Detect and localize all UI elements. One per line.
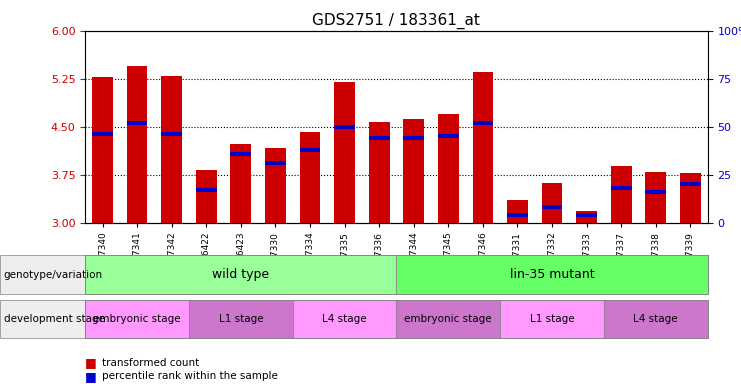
Bar <box>473 121 494 125</box>
Bar <box>542 183 562 223</box>
Bar <box>369 136 390 140</box>
Text: percentile rank within the sample: percentile rank within the sample <box>102 371 277 381</box>
Bar <box>645 172 666 223</box>
Bar <box>162 76 182 223</box>
Bar <box>680 173 701 223</box>
Bar <box>334 125 355 129</box>
Bar <box>611 166 631 223</box>
Bar <box>507 213 528 217</box>
Bar <box>403 136 424 140</box>
Text: L4 stage: L4 stage <box>634 314 678 324</box>
Bar <box>230 144 251 223</box>
Text: L1 stage: L1 stage <box>530 314 574 324</box>
Bar <box>334 82 355 223</box>
Text: transformed count: transformed count <box>102 358 199 368</box>
Bar <box>127 66 147 223</box>
Bar <box>507 200 528 223</box>
Bar <box>576 211 597 223</box>
Text: L4 stage: L4 stage <box>322 314 367 324</box>
Bar <box>230 152 251 156</box>
Bar <box>299 132 320 223</box>
Bar <box>196 188 216 192</box>
Bar <box>611 186 631 190</box>
Title: GDS2751 / 183361_at: GDS2751 / 183361_at <box>313 13 480 29</box>
Bar <box>542 205 562 209</box>
Text: embryonic stage: embryonic stage <box>405 314 492 324</box>
Text: embryonic stage: embryonic stage <box>93 314 181 324</box>
Bar <box>92 132 113 136</box>
Bar <box>162 132 182 136</box>
Bar <box>645 190 666 194</box>
Bar <box>473 72 494 223</box>
Bar <box>369 122 390 223</box>
Text: lin-35 mutant: lin-35 mutant <box>510 268 594 281</box>
Text: wild type: wild type <box>212 268 270 281</box>
Bar <box>299 148 320 152</box>
Bar <box>196 170 216 223</box>
Text: ■: ■ <box>85 356 97 369</box>
Bar <box>92 78 113 223</box>
Bar <box>127 121 147 125</box>
Bar <box>265 161 286 165</box>
Bar <box>265 148 286 223</box>
Text: L1 stage: L1 stage <box>219 314 263 324</box>
Bar <box>403 119 424 223</box>
Bar <box>438 134 459 138</box>
Text: ■: ■ <box>85 370 97 383</box>
Bar <box>576 213 597 217</box>
Bar <box>438 114 459 223</box>
Bar <box>680 182 701 186</box>
Text: genotype/variation: genotype/variation <box>4 270 103 280</box>
Text: development stage: development stage <box>4 314 104 324</box>
